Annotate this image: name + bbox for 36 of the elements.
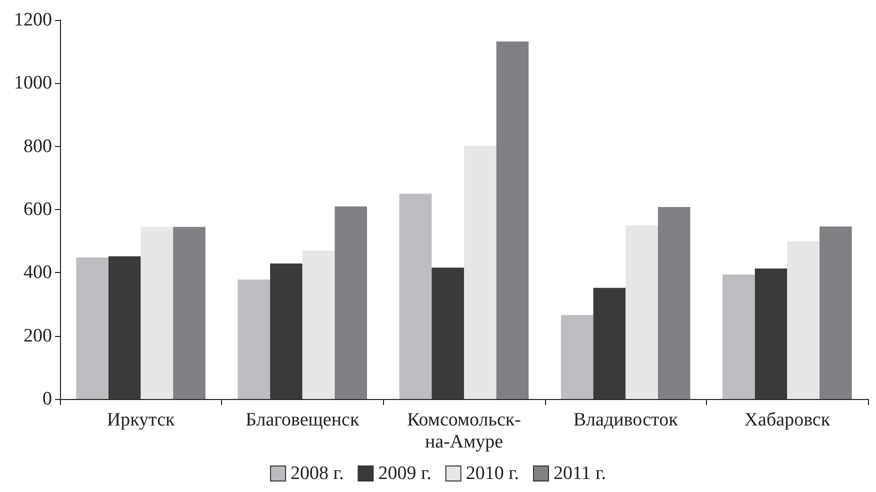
legend-label: 2010 г. [466, 463, 520, 484]
bar [658, 206, 690, 399]
bar [560, 314, 594, 399]
bar [820, 226, 852, 399]
legend-label: 2011 г. [554, 463, 606, 484]
bar [432, 268, 464, 399]
bar [626, 225, 658, 399]
x-tick-label: Иркутск [106, 410, 176, 430]
bar [108, 256, 141, 399]
bar [787, 241, 820, 399]
y-tick-label: 1200 [14, 10, 52, 30]
x-tick-label: Владивосток [573, 410, 679, 430]
bar [140, 226, 174, 399]
bar [399, 194, 432, 399]
bar [722, 274, 755, 399]
bar [270, 264, 302, 399]
y-tick-label: 400 [24, 262, 52, 284]
bar [464, 146, 496, 399]
x-tick-label: Комсомольск-на-Амуре [407, 410, 521, 452]
y-tick-label: 200 [24, 325, 52, 346]
bar [76, 258, 108, 399]
y-tick-label: 1000 [14, 72, 52, 94]
y-tick-label: 600 [24, 199, 52, 220]
x-tick-label: Благовещенск [246, 410, 360, 430]
bar [593, 288, 626, 399]
bar [334, 206, 368, 399]
bar [302, 250, 335, 399]
bar [238, 280, 270, 399]
legend-label: 2009 г. [378, 463, 432, 484]
bar [754, 268, 788, 399]
y-tick-label: 0 [42, 388, 52, 410]
bar [173, 226, 206, 399]
bar [496, 41, 529, 399]
legend-label: 2008 г. [290, 463, 344, 484]
y-tick-label: 800 [24, 136, 52, 157]
x-tick-label: Хабаровск [744, 410, 831, 430]
